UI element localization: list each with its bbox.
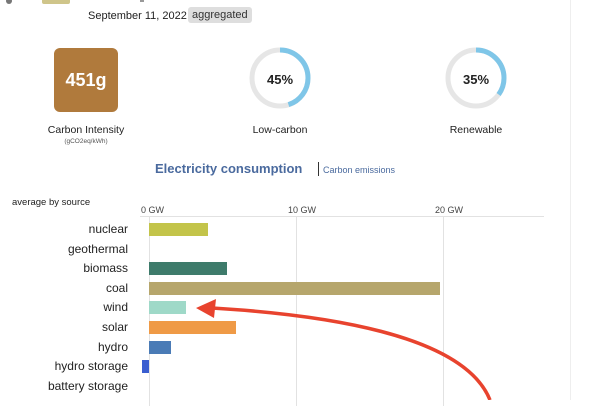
carbon-intensity-label: Carbon Intensity (47, 124, 125, 136)
renewable-value: 35% (462, 72, 490, 87)
carbon-intensity-box: 451g (54, 48, 118, 112)
source-label-battery-storage: battery storage (47, 378, 128, 393)
back-icon[interactable] (6, 0, 12, 4)
date-label: September 11, 2022 (88, 10, 187, 22)
aggregated-badge[interactable]: aggregated (188, 7, 252, 23)
arrow-line (211, 306, 492, 400)
bar-coal[interactable] (149, 281, 441, 295)
bar-biomass[interactable] (149, 262, 227, 276)
panel-divider (570, 0, 571, 400)
source-label-nuclear: nuclear (88, 222, 128, 236)
source-label-wind: wind (103, 300, 128, 315)
carbon-intensity-unit: (gCO2eq/kWh) (64, 138, 108, 145)
low-carbon-label: Low-carbon (252, 124, 308, 136)
renewable-label: Renewable (449, 124, 503, 136)
source-label-coal: coal (105, 280, 128, 295)
source-label-hydro: hydro (97, 339, 128, 354)
source-label-geothermal: geothermal (67, 241, 128, 256)
renewable-gauge (445, 47, 507, 109)
zone-flag-icon (42, 0, 70, 4)
source-label-hydro-storage: hydro storage (54, 359, 128, 374)
bar-nuclear[interactable] (149, 223, 208, 236)
title-separator (318, 162, 319, 176)
source-label-solar: solar (101, 320, 128, 334)
chart-title: Electricity consumption (155, 161, 303, 176)
arrow-head (196, 299, 216, 318)
bar-hydro-storage[interactable] (141, 360, 149, 374)
low-carbon-gauge (249, 47, 311, 109)
low-carbon-gauge-fill (249, 47, 311, 109)
x-tick-label: 10 GW (288, 205, 317, 215)
carbon-emissions-link[interactable]: Carbon emissions (323, 165, 396, 175)
gridline (296, 216, 297, 406)
bar-solar[interactable] (149, 321, 236, 334)
chart-axis-line (140, 216, 544, 217)
title-fragment (140, 0, 144, 2)
x-tick-label: 0 GW (141, 205, 165, 215)
renewable-gauge-fill (445, 47, 507, 109)
bar-hydro[interactable] (149, 340, 172, 354)
bar-wind[interactable] (149, 301, 186, 315)
source-label-biomass: biomass (83, 261, 128, 276)
low-carbon-value: 45% (266, 72, 294, 87)
gridline (443, 216, 444, 406)
chart-subtitle: average by source (12, 197, 91, 208)
x-tick-label: 20 GW (435, 205, 464, 215)
